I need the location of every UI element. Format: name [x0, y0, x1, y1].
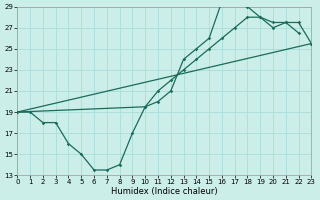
- X-axis label: Humidex (Indice chaleur): Humidex (Indice chaleur): [111, 187, 218, 196]
